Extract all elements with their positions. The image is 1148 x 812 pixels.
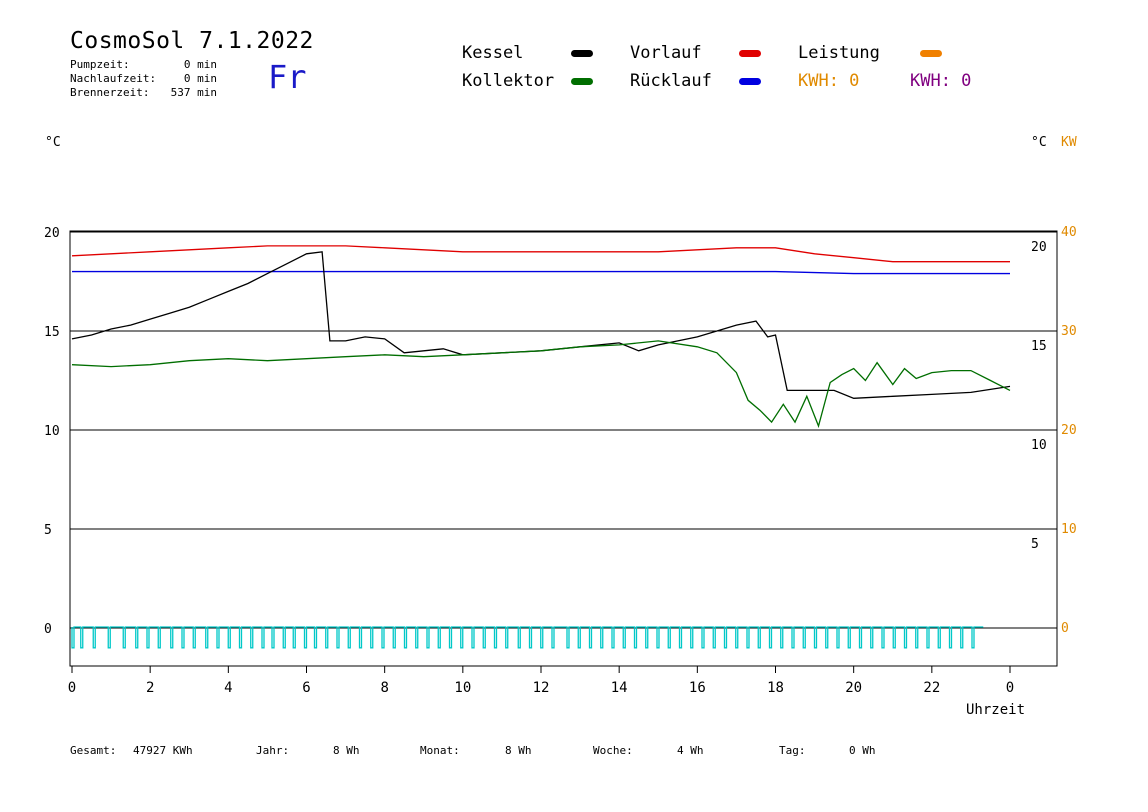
x-tick-label: 22 bbox=[923, 680, 940, 696]
x-tick-label: 4 bbox=[224, 680, 232, 696]
stat-brennerzeit-value: 537 min bbox=[170, 86, 217, 99]
x-tick-label: 20 bbox=[845, 680, 862, 696]
x-tick-label: 8 bbox=[380, 680, 388, 696]
legend-kwh-purple: KWH: 0 bbox=[910, 71, 972, 91]
legend-kwh-orange: KWH: 0 bbox=[798, 71, 860, 91]
y-tick-label-right-c: 10 bbox=[1031, 438, 1047, 453]
y-tick-label-left: 0 bbox=[44, 622, 52, 637]
legend-vorlauf-swatch bbox=[739, 50, 761, 57]
y-tick-label-right-c: 20 bbox=[1031, 240, 1047, 255]
footer-gesamt-label: Gesamt: bbox=[70, 744, 117, 757]
footer-gesamt-value: 47927 KWh bbox=[133, 744, 193, 757]
burner-activity-line bbox=[71, 626, 984, 649]
x-tick-label: 12 bbox=[533, 680, 550, 696]
y-tick-label-left: 15 bbox=[44, 325, 60, 340]
x-tick-label: 18 bbox=[767, 680, 784, 696]
series-line-vorlauf bbox=[71, 245, 1010, 263]
x-tick-label: 6 bbox=[302, 680, 310, 696]
x-tick-label: 16 bbox=[689, 680, 706, 696]
legend-ruecklauf-swatch bbox=[739, 78, 761, 85]
x-tick-label: 0 bbox=[68, 680, 76, 696]
footer-jahr-label: Jahr: bbox=[256, 744, 290, 757]
footer-monat-value: 8 Wh bbox=[505, 744, 532, 757]
stat-pumpzeit-label: Pumpzeit: bbox=[70, 58, 130, 71]
stat-brennerzeit-label: Brennerzeit: bbox=[70, 86, 150, 99]
series-line-kollektor bbox=[71, 340, 1011, 429]
weekday-label: Fr bbox=[268, 58, 307, 96]
plot-frame bbox=[69, 230, 1058, 667]
y-tick-label-right-kw: 20 bbox=[1061, 423, 1077, 438]
y-tick-label-right-kw: 0 bbox=[1061, 621, 1069, 636]
y-axis-unit-left: °C bbox=[45, 135, 61, 150]
footer-woche-label: Woche: bbox=[593, 744, 633, 757]
chart-title: CosmoSol 7.1.2022 bbox=[70, 28, 314, 54]
legend-kollektor-swatch bbox=[571, 78, 593, 85]
y-tick-label-right-c: 5 bbox=[1031, 537, 1039, 552]
x-tick-label: 14 bbox=[611, 680, 628, 696]
y-axis-unit-right: °C bbox=[1031, 135, 1047, 150]
footer-woche-value: 4 Wh bbox=[677, 744, 704, 757]
stat-pumpzeit-value: 0 min bbox=[183, 58, 217, 71]
y-tick-label-left: 5 bbox=[44, 523, 52, 538]
x-tick-label: 2 bbox=[146, 680, 154, 696]
x-tick-label: 0 bbox=[1006, 680, 1014, 696]
legend-leistung-label: Leistung bbox=[798, 43, 880, 63]
legend-leistung-swatch bbox=[920, 50, 942, 57]
footer-jahr-value: 8 Wh bbox=[333, 744, 360, 757]
footer-monat-label: Monat: bbox=[420, 744, 460, 757]
footer-tag-value: 0 Wh bbox=[849, 744, 876, 757]
stat-nachlaufzeit-label: Nachlaufzeit: bbox=[70, 72, 157, 85]
y-tick-label-right-kw: 30 bbox=[1061, 324, 1077, 339]
x-axis-label: Uhrzeit bbox=[966, 702, 1025, 718]
y-tick-label-right-c: 15 bbox=[1031, 339, 1047, 354]
legend-kollektor-label: Kollektor bbox=[462, 71, 555, 91]
legend-kessel-swatch bbox=[571, 50, 593, 57]
legend-kessel-label: Kessel bbox=[462, 43, 524, 63]
y-tick-label-left: 20 bbox=[44, 226, 60, 241]
footer-tag-label: Tag: bbox=[779, 744, 806, 757]
y-tick-label-left: 10 bbox=[44, 424, 60, 439]
y-axis-unit-kw: KW bbox=[1061, 135, 1077, 150]
x-tick-label: 10 bbox=[454, 680, 471, 696]
legend-vorlauf-label: Vorlauf bbox=[630, 43, 702, 63]
series-line-ruecklauf bbox=[72, 270, 1010, 275]
y-tick-label-right-kw: 10 bbox=[1061, 522, 1077, 537]
legend-ruecklauf-label: Rücklauf bbox=[630, 71, 712, 91]
y-tick-label-right-kw: 40 bbox=[1061, 225, 1077, 240]
stat-nachlaufzeit-value: 0 min bbox=[183, 72, 217, 85]
